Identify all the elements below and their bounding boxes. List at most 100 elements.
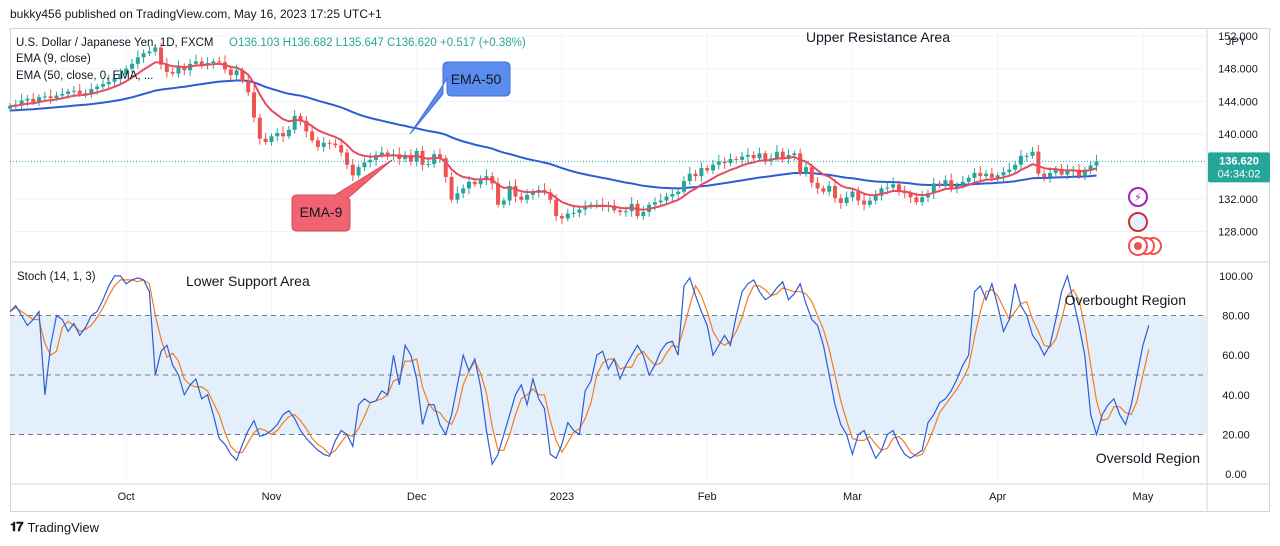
candle-body <box>240 70 245 81</box>
candle-body <box>246 80 251 93</box>
candle-body <box>217 61 222 63</box>
candle-body <box>507 185 512 201</box>
ema50-line <box>9 79 1097 190</box>
candle-body <box>379 152 384 155</box>
candle-body <box>676 191 681 195</box>
candle-body <box>745 154 750 157</box>
candle-body <box>100 84 105 87</box>
legend-symbol: U.S. Dollar / Japanese Yen, 1D, FXCM <box>16 37 214 49</box>
candle-body <box>873 195 878 201</box>
candle-body <box>135 57 140 64</box>
x-tick-label: Nov <box>262 491 282 503</box>
candle-body <box>623 211 628 213</box>
candle-body <box>124 68 129 75</box>
candle-body <box>734 159 739 161</box>
candle-body <box>164 64 169 72</box>
stoch-k-line <box>9 273 1150 466</box>
candle-body <box>798 153 803 173</box>
candle-body <box>920 197 925 203</box>
ema50-callout-text: EMA-50 <box>451 71 502 87</box>
candle-body <box>559 216 564 219</box>
candle-body <box>89 89 94 94</box>
candle-body <box>1013 164 1018 170</box>
candle-body <box>408 154 413 162</box>
candle-body <box>304 120 309 132</box>
candle-body <box>112 78 117 82</box>
overbought-label: Overbought Region <box>1065 292 1186 308</box>
candle-body <box>292 115 297 130</box>
candle-body <box>170 71 175 74</box>
candle-body <box>891 184 896 188</box>
stoch-tick-label: 0.00 <box>1225 469 1246 481</box>
stoch-tick-label: 60.00 <box>1222 350 1250 362</box>
candle-body <box>344 152 349 165</box>
countdown-label: 04:34:02 <box>1218 168 1261 180</box>
candle-body <box>803 167 808 173</box>
candle-body <box>792 153 797 155</box>
candle-body <box>275 133 280 137</box>
stoch-d-line <box>9 279 1150 457</box>
candle-body <box>153 47 158 52</box>
candle-body <box>641 211 646 217</box>
candle-body <box>77 90 82 94</box>
candle-body <box>949 180 954 188</box>
candle-body <box>257 117 262 139</box>
candle-body <box>106 81 111 85</box>
candle-body <box>385 152 390 156</box>
candle-body <box>1018 155 1023 165</box>
candle-body <box>681 181 686 192</box>
candle-body <box>716 161 721 165</box>
candle-body <box>885 187 890 189</box>
candle-body <box>496 183 501 205</box>
candle-body <box>780 151 785 160</box>
candle-body <box>31 98 36 103</box>
candle-body <box>984 173 989 177</box>
candle-body <box>263 138 268 142</box>
candle-body <box>141 53 146 58</box>
candle-body <box>403 154 408 160</box>
candle-body <box>95 86 100 90</box>
candle-body <box>664 196 669 201</box>
candle-body <box>699 168 704 177</box>
candle-body <box>118 74 123 79</box>
candle-body <box>687 173 692 182</box>
candle-body <box>554 199 559 217</box>
candle-body <box>931 183 936 194</box>
candle-body <box>228 69 233 76</box>
x-tick-label: Oct <box>118 491 135 503</box>
candle-body <box>815 182 820 189</box>
candle-body <box>809 167 814 183</box>
candle-body <box>426 163 431 165</box>
candle-body <box>54 95 59 99</box>
candle-body <box>461 188 466 194</box>
candle-body <box>1094 161 1099 166</box>
ema9-callout-text: EMA-9 <box>300 204 343 220</box>
candle-body <box>1036 151 1041 174</box>
candle-body <box>1082 169 1087 177</box>
candle-body <box>466 181 471 189</box>
candle-body <box>19 100 24 105</box>
lower-support-label: Lower Support Area <box>186 273 310 289</box>
candle-body <box>1088 165 1093 170</box>
candle-body <box>42 96 47 98</box>
candle-body <box>670 194 675 197</box>
candle-body <box>943 180 948 186</box>
candle-body <box>583 206 588 210</box>
candle-body <box>281 133 286 137</box>
candle-body <box>989 173 994 178</box>
candle-body <box>48 96 53 99</box>
candle-body <box>455 193 460 200</box>
candle-body <box>693 173 698 177</box>
footer-brand: TradingView <box>27 519 100 535</box>
upper-resistance-label: Upper Resistance Area <box>806 29 950 45</box>
us-flag-event-icon <box>1128 212 1148 232</box>
x-tick-label: May <box>1133 491 1154 503</box>
candle-body <box>896 184 901 192</box>
candle-body <box>321 142 326 147</box>
candle-body <box>827 185 832 192</box>
legend-ema50: EMA (50, close, 0, EMA, ... <box>16 70 153 82</box>
candle-body <box>472 181 477 185</box>
candle-body <box>513 185 518 197</box>
candle-body <box>879 188 884 196</box>
